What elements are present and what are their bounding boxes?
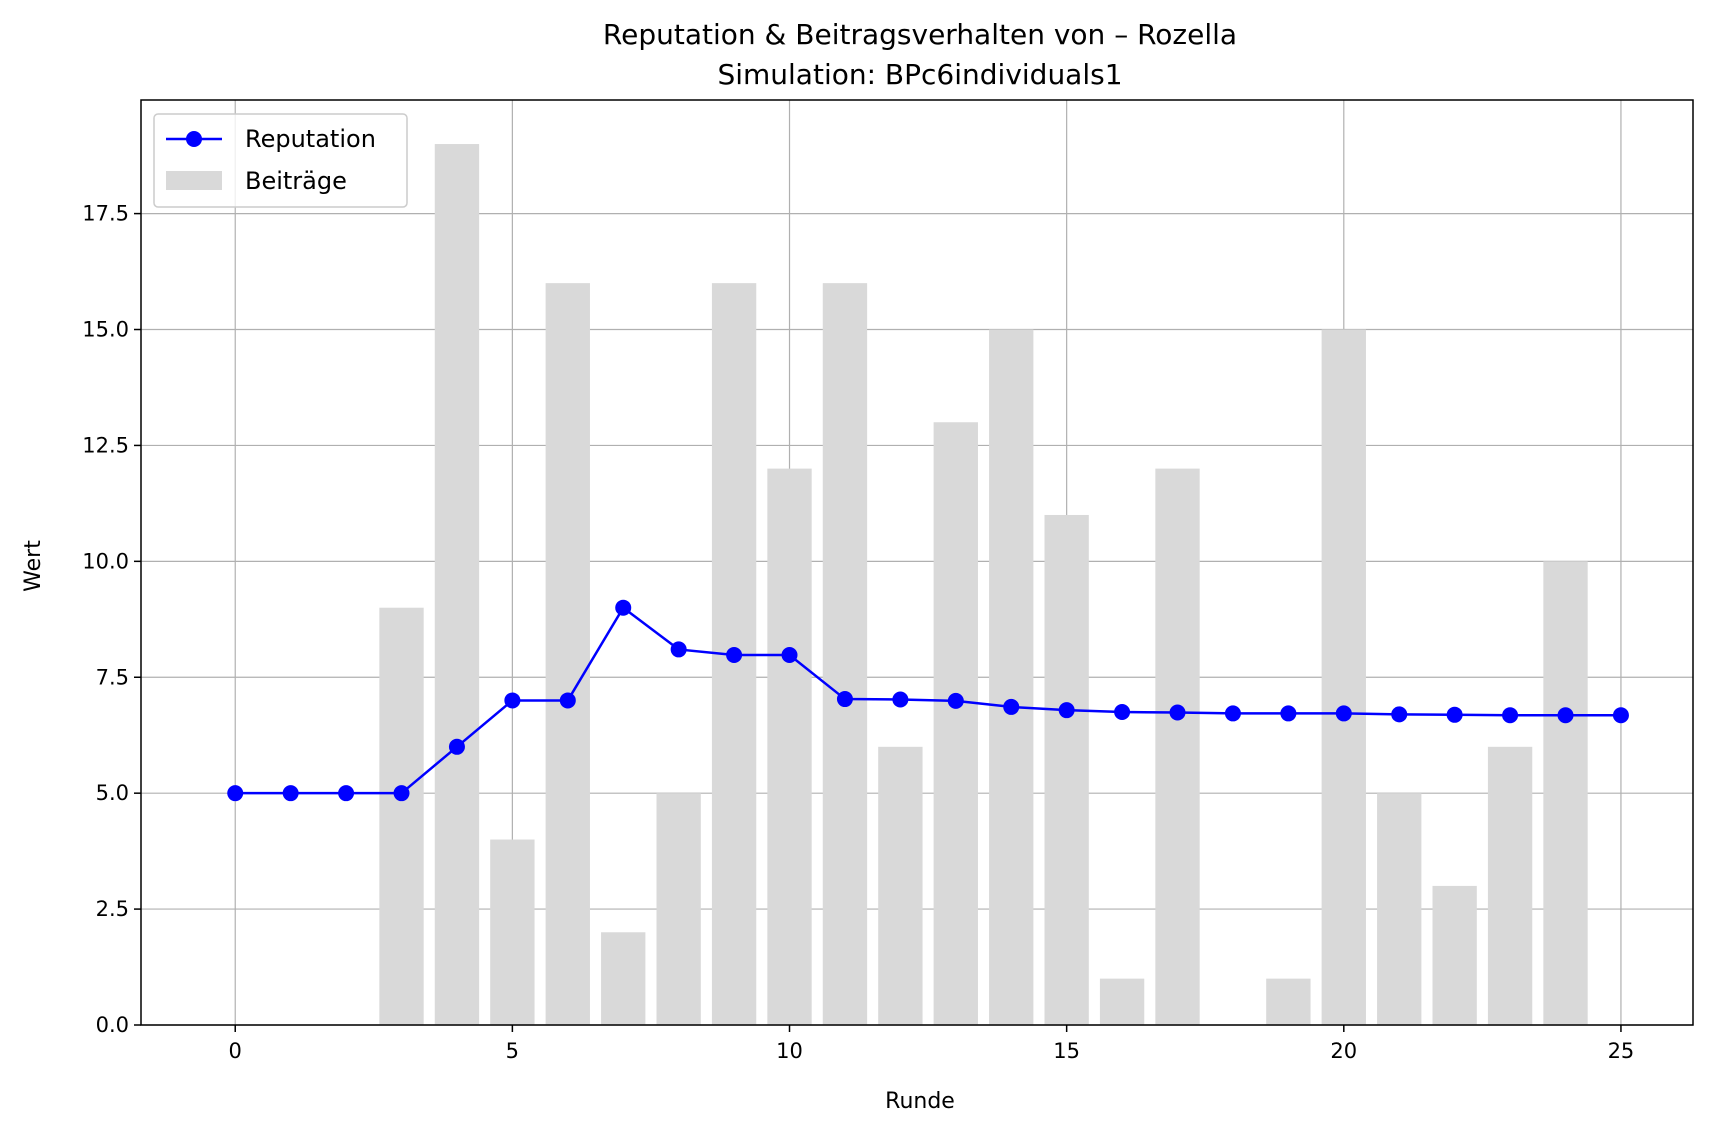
reputation-point <box>282 785 299 802</box>
bar <box>434 144 480 1026</box>
reputation-point <box>448 738 465 755</box>
bar <box>601 932 646 1025</box>
reputation-point <box>836 691 853 708</box>
x-tick-label: 0 <box>229 1039 242 1063</box>
reputation-point <box>1280 705 1297 722</box>
bar <box>490 839 535 1025</box>
legend-beitraege-swatch <box>166 171 222 190</box>
reputation-point <box>1169 704 1186 721</box>
legend: Reputation Beiträge <box>153 113 408 208</box>
y-tick-label: 2.5 <box>96 897 129 921</box>
reputation-point <box>1114 704 1131 721</box>
y-tick-label: 10.0 <box>82 549 129 573</box>
reputation-point <box>1446 706 1463 723</box>
reputation-point <box>1058 702 1075 719</box>
x-tick-label: 10 <box>776 1039 803 1063</box>
y-tick-label: 15.0 <box>82 318 129 342</box>
reputation-point <box>393 785 410 802</box>
bar <box>656 793 701 1025</box>
reputation-point <box>947 692 964 709</box>
bar <box>379 607 424 1025</box>
bar <box>878 746 923 1025</box>
bar <box>1377 793 1422 1025</box>
bar <box>1543 561 1588 1025</box>
x-axis-ticks: 0 5 10 15 20 25 <box>229 1025 1635 1063</box>
bar <box>989 329 1034 1025</box>
legend-beitraege-label: Beiträge <box>245 167 347 195</box>
reputation-point <box>615 599 632 616</box>
chart-title: Reputation & Beitragsverhalten von – Roz… <box>603 18 1237 51</box>
reputation-point <box>892 691 909 708</box>
x-axis-label: Runde <box>885 1089 955 1114</box>
bar <box>1099 978 1145 1025</box>
bar <box>1321 329 1366 1025</box>
y-axis-label: Wert <box>21 540 46 592</box>
x-tick-label: 25 <box>1608 1039 1635 1063</box>
x-tick-label: 5 <box>506 1039 519 1063</box>
reputation-point <box>504 692 521 709</box>
reputation-point <box>726 647 743 663</box>
reputation-point <box>1003 698 1020 715</box>
reputation-line <box>235 605 1621 795</box>
reputation-point <box>1502 707 1519 724</box>
reputation-point <box>559 692 576 709</box>
reputation-point <box>1335 705 1352 722</box>
plot-frame <box>140 99 1694 1026</box>
x-tick-label: 15 <box>1053 1039 1080 1063</box>
y-tick-label: 17.5 <box>82 202 129 226</box>
reputation-point <box>227 785 244 802</box>
bar <box>1487 746 1533 1025</box>
reputation-point <box>1224 705 1241 722</box>
bar <box>1432 885 1477 1025</box>
reputation-point <box>670 641 687 658</box>
reputation-point <box>338 785 355 802</box>
reputation-point <box>1391 706 1408 723</box>
bar <box>767 468 812 1025</box>
line-reputation <box>227 599 1629 802</box>
y-tick-label: 5.0 <box>96 781 129 805</box>
y-axis-ticks: 0.0 2.5 5.0 7.5 10.0 12.5 15.0 17.5 <box>82 202 141 1037</box>
y-tick-label: 12.5 <box>82 433 129 457</box>
bars-beitraege <box>379 144 1588 1026</box>
chart-subtitle: Simulation: BPc6individuals1 <box>717 58 1122 91</box>
x-tick-label: 20 <box>1330 1039 1357 1063</box>
y-tick-label: 0.0 <box>96 1013 129 1037</box>
legend-reputation-label: Reputation <box>245 125 376 153</box>
bar <box>545 283 590 1025</box>
bar <box>1044 514 1089 1025</box>
reputation-point <box>1612 707 1629 724</box>
bar <box>1266 978 1311 1025</box>
bar <box>822 283 868 1025</box>
y-tick-label: 7.5 <box>96 665 129 689</box>
reputation-point <box>1557 707 1574 724</box>
legend-reputation-marker <box>186 131 202 147</box>
bar <box>933 422 978 1025</box>
bar <box>1155 468 1200 1025</box>
reputation-point <box>781 647 798 663</box>
